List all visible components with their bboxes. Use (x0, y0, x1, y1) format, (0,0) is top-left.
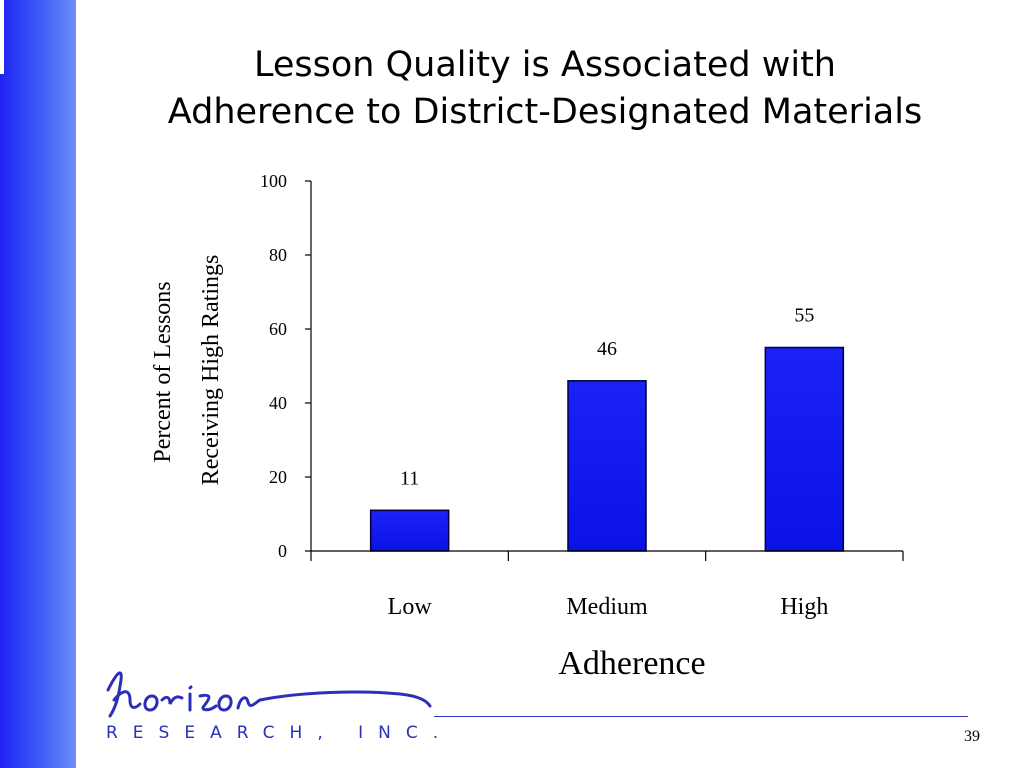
y-tick-label: 0 (278, 541, 287, 561)
slide-title: Lesson Quality is Associated with Adhere… (90, 42, 1000, 136)
x-category-label: Low (388, 594, 433, 620)
y-tick-label: 60 (269, 319, 287, 339)
title-line-2: Adherence to District-Designated Materia… (167, 92, 923, 132)
horizon-logo-mark (106, 671, 432, 718)
footer-rule (434, 716, 968, 717)
y-tick-label: 80 (269, 245, 287, 265)
data-label-high: 55 (794, 305, 814, 327)
y-tick-label: 100 (260, 171, 287, 191)
bar-low (369, 509, 450, 552)
y-axis-title-line-2: Receiving High Ratings (198, 255, 224, 486)
y-tick-label: 20 (269, 467, 287, 487)
side-bar-notch (0, 0, 4, 74)
y-axis-title-line-1: Percent of Lessons (150, 281, 176, 462)
x-category-label: Medium (566, 594, 648, 620)
side-decoration-bar (0, 0, 76, 768)
y-axis-title: Percent of Lessons Receiving High Rating… (150, 255, 224, 486)
bar-medium (567, 380, 647, 552)
title-line-1: Lesson Quality is Associated with (254, 45, 836, 85)
horizon-logo (100, 660, 440, 724)
data-label-low: 11 (400, 467, 419, 489)
logo-subtitle: RESEARCH, INC. (106, 723, 454, 743)
bar-high (764, 346, 845, 552)
data-label-medium: 46 (597, 338, 617, 360)
page-number: 39 (964, 728, 980, 745)
y-tick-label: 40 (269, 393, 287, 413)
x-axis-title: Adherence (558, 645, 705, 682)
x-category-label: High (780, 594, 828, 620)
